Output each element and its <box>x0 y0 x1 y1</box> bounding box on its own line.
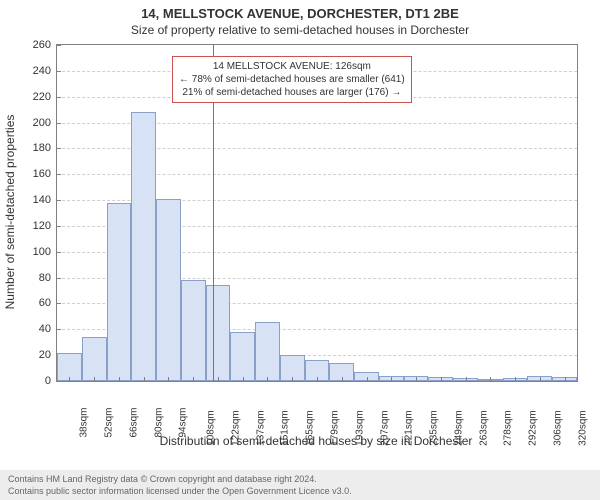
x-tick <box>267 377 268 381</box>
x-tick <box>367 377 368 381</box>
y-tick <box>57 174 61 175</box>
y-tick-label: 100 <box>33 246 51 258</box>
x-axis-label: Distribution of semi-detached houses by … <box>56 434 576 448</box>
footer-attribution: Contains HM Land Registry data © Crown c… <box>0 470 600 500</box>
x-tick <box>565 377 566 381</box>
y-tick <box>57 303 61 304</box>
annotation-line: ← 78% of semi-detached houses are smalle… <box>179 73 405 86</box>
histogram-bar <box>206 285 231 381</box>
chart-title-address: 14, MELLSTOCK AVENUE, DORCHESTER, DT1 2B… <box>0 0 600 21</box>
y-tick-label: 60 <box>39 297 51 309</box>
x-tick-label: 320sqm <box>577 410 588 446</box>
histogram-bar <box>131 112 156 381</box>
x-tick <box>317 377 318 381</box>
x-tick <box>243 377 244 381</box>
x-tick <box>490 377 491 381</box>
footer-line-2: Contains public sector information licen… <box>8 486 592 498</box>
y-tick <box>57 278 61 279</box>
y-tick <box>57 329 61 330</box>
footer-line-1: Contains HM Land Registry data © Crown c… <box>8 474 592 486</box>
y-tick-label: 0 <box>45 375 51 387</box>
y-tick <box>57 71 61 72</box>
y-tick-label: 200 <box>33 117 51 129</box>
y-tick-label: 120 <box>33 220 51 232</box>
x-tick <box>416 377 417 381</box>
x-tick <box>342 377 343 381</box>
y-tick-label: 180 <box>33 142 51 154</box>
y-tick <box>57 97 61 98</box>
x-tick <box>144 377 145 381</box>
y-tick-label: 260 <box>33 39 51 51</box>
chart-container: 14, MELLSTOCK AVENUE, DORCHESTER, DT1 2B… <box>0 0 600 500</box>
x-tick <box>119 377 120 381</box>
x-tick <box>168 377 169 381</box>
y-tick-label: 220 <box>33 91 51 103</box>
histogram-bar <box>230 332 255 381</box>
histogram-bar <box>181 280 206 381</box>
annotation-box: 14 MELLSTOCK AVENUE: 126sqm← 78% of semi… <box>172 56 412 103</box>
histogram-bar <box>156 199 181 381</box>
x-tick <box>94 377 95 381</box>
y-tick <box>57 252 61 253</box>
y-tick-label: 20 <box>39 349 51 361</box>
histogram-bar <box>107 203 132 381</box>
y-axis-label: Number of semi-detached properties <box>3 115 17 310</box>
y-tick <box>57 381 61 382</box>
y-tick-label: 80 <box>39 272 51 284</box>
y-tick-label: 40 <box>39 323 51 335</box>
x-tick <box>466 377 467 381</box>
y-tick <box>57 123 61 124</box>
x-tick <box>69 377 70 381</box>
histogram-bar <box>255 322 280 381</box>
x-tick <box>218 377 219 381</box>
y-tick <box>57 226 61 227</box>
x-tick <box>292 377 293 381</box>
histogram-bar <box>82 337 107 381</box>
annotation-line: 14 MELLSTOCK AVENUE: 126sqm <box>179 60 405 73</box>
x-tick <box>515 377 516 381</box>
y-tick-label: 160 <box>33 168 51 180</box>
y-tick-label: 140 <box>33 194 51 206</box>
x-tick <box>391 377 392 381</box>
y-tick-label: 240 <box>33 65 51 77</box>
x-tick <box>540 377 541 381</box>
chart-subtitle: Size of property relative to semi-detach… <box>0 21 600 37</box>
y-tick <box>57 200 61 201</box>
x-tick <box>441 377 442 381</box>
y-tick <box>57 148 61 149</box>
annotation-line: 21% of semi-detached houses are larger (… <box>179 86 405 99</box>
y-tick <box>57 45 61 46</box>
x-tick <box>193 377 194 381</box>
